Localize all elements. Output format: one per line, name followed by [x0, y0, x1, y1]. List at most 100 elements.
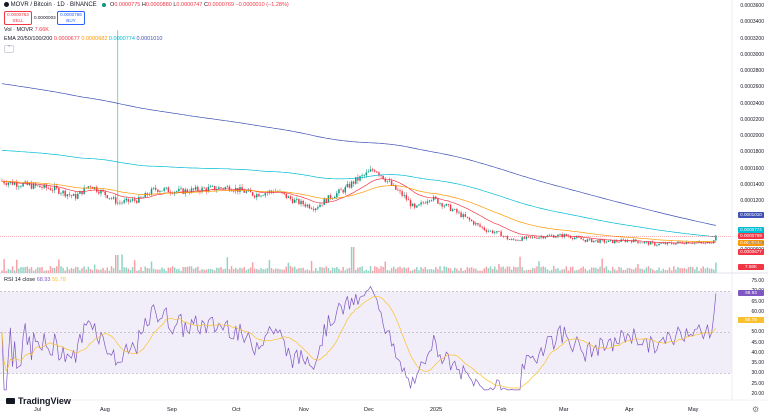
volume-bar — [102, 267, 104, 273]
candle-body — [664, 242, 667, 245]
candle-body — [47, 187, 50, 189]
volume-bar — [220, 266, 222, 273]
candle-body — [525, 236, 528, 239]
candle-body — [148, 194, 151, 196]
volume-bar — [348, 267, 351, 273]
volume-bar — [565, 266, 568, 273]
candle-body — [647, 241, 650, 245]
volume-bar — [710, 268, 713, 273]
candle-body — [512, 239, 515, 240]
candle-body — [407, 199, 410, 201]
candle-body — [666, 242, 669, 245]
volume-bar — [580, 267, 582, 273]
candle-body — [321, 204, 323, 206]
candle-body — [144, 193, 146, 198]
rsi-tick-label: 60.00 — [751, 308, 764, 315]
candle-body — [660, 243, 662, 245]
volume-bar — [531, 267, 534, 273]
volume-bar — [180, 270, 182, 273]
volume-bar — [510, 269, 513, 273]
candle-body — [529, 236, 532, 238]
candle-body — [523, 237, 525, 239]
volume-bar — [205, 269, 208, 273]
candle-body — [30, 183, 33, 189]
candle-body — [363, 175, 365, 176]
volume-bar — [384, 261, 387, 273]
volume-bar — [654, 270, 656, 273]
volume-bar — [428, 269, 431, 273]
price-marker-label: 7.66K — [738, 264, 764, 270]
volume-bar — [260, 268, 262, 273]
volume-bar — [43, 270, 45, 273]
ema-legend[interactable]: EMA 20/50/100/200 0.0000677 0.0000682 0.… — [4, 36, 163, 42]
candle-body — [79, 191, 81, 194]
volume-bar — [275, 268, 277, 273]
volume-legend[interactable]: Vol · MOVR 7.66K — [4, 27, 49, 33]
volume-bar — [462, 270, 464, 273]
volume-bar — [527, 269, 530, 273]
candle-body — [670, 242, 673, 244]
candle-body — [481, 226, 483, 228]
candle-body — [491, 230, 494, 234]
volume-bar — [123, 267, 125, 273]
candle-body — [68, 194, 71, 196]
candle-body — [51, 190, 54, 191]
volume-bar — [154, 269, 157, 273]
volume-bar — [578, 269, 580, 273]
candle-body — [232, 191, 235, 192]
candle-body — [626, 240, 629, 242]
candle-body — [437, 198, 439, 204]
volume-bar — [656, 270, 658, 273]
candle-body — [262, 195, 264, 197]
volume-bar — [112, 268, 115, 273]
rsi-legend[interactable]: RSI 14 close 68.93 55.78 — [4, 277, 66, 283]
candle-body — [698, 241, 700, 243]
candle-body — [70, 195, 73, 196]
volume-bar — [609, 270, 612, 273]
volume-bar — [49, 266, 52, 273]
volume-bar — [142, 270, 144, 273]
volume-bar — [411, 270, 414, 273]
volume-bar — [226, 257, 229, 273]
volume-bar — [357, 267, 359, 273]
candle-body — [597, 240, 599, 243]
volume-bar — [28, 268, 31, 273]
buy-button[interactable]: 0.0000766 BUY — [57, 11, 85, 25]
volume-bar — [635, 267, 637, 273]
volume-bar — [298, 268, 300, 273]
tradingview-logo[interactable]: TradingView — [6, 396, 71, 406]
time-tick-label: Mar — [559, 407, 569, 413]
candle-body — [510, 239, 513, 240]
volume-bar — [83, 266, 85, 273]
sell-button[interactable]: 0.0000763 SELL — [4, 11, 32, 25]
candle-body — [479, 224, 481, 227]
candle-body — [498, 231, 500, 232]
volume-bar — [472, 268, 475, 273]
volume-bar — [386, 270, 389, 273]
volume-bar — [371, 270, 374, 273]
candle-body — [264, 193, 266, 196]
price-tick-label: 0.0003600 — [740, 3, 764, 9]
candle-body — [342, 190, 344, 193]
volume-bar — [494, 266, 496, 273]
volume-bar — [41, 267, 43, 273]
candle-body — [123, 200, 125, 203]
volume-bar — [148, 268, 151, 273]
volume-bar — [22, 267, 24, 273]
volume-bar — [300, 268, 302, 273]
symbol-title[interactable]: MOVR / Bitcoin · 1D · BINANCE — [10, 2, 97, 9]
candle-body — [186, 189, 189, 193]
candle-body — [405, 194, 408, 200]
candle-body — [542, 236, 544, 239]
candle-body — [41, 187, 43, 188]
volume-bar — [430, 269, 433, 273]
collapse-legend-icon[interactable]: ⌃ — [4, 45, 14, 53]
settings-gear-icon[interactable]: ⚙ — [752, 405, 760, 414]
candle-body — [152, 187, 155, 189]
volume-bar — [108, 270, 111, 273]
price-tick-label: 0.0002000 — [740, 133, 764, 140]
candle-body — [416, 205, 418, 208]
volume-bar — [673, 266, 675, 273]
candle-body — [365, 172, 368, 176]
